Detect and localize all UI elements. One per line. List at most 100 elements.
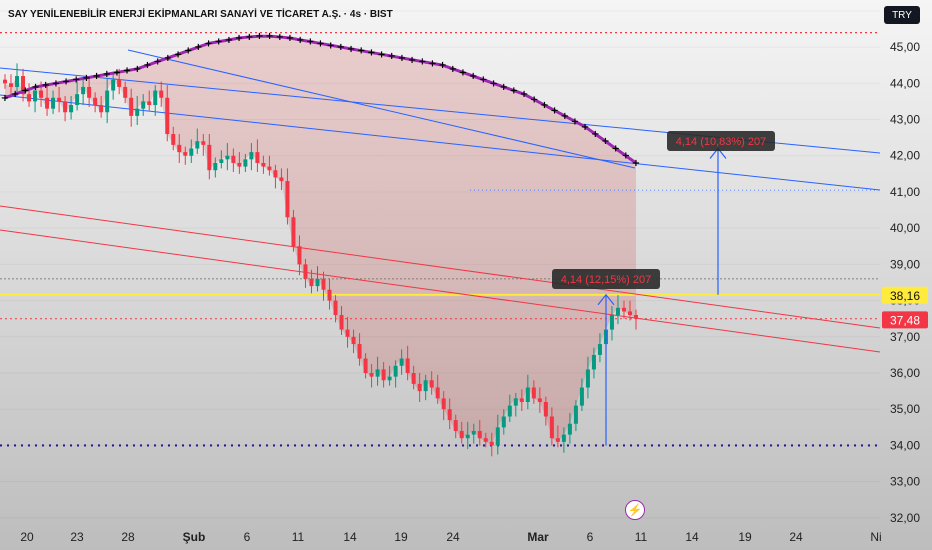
ma-marker: +	[377, 49, 385, 60]
candle	[381, 369, 386, 381]
candle	[165, 97, 170, 134]
ma-marker: +	[255, 31, 263, 42]
candle	[255, 152, 260, 163]
candle	[471, 430, 476, 435]
candle	[189, 148, 194, 156]
x-tick-label: 23	[70, 530, 84, 544]
ma-marker: +	[561, 111, 569, 122]
candle	[597, 344, 602, 355]
candle	[483, 438, 488, 442]
x-tick-label: Ni	[870, 530, 881, 544]
y-tick-label: 36,00	[890, 366, 920, 380]
blue-channel-top	[127, 49, 636, 169]
ma-marker: +	[11, 89, 19, 100]
currency-badge[interactable]: TRY	[884, 6, 920, 24]
candle	[429, 380, 434, 388]
candle	[201, 141, 206, 145]
candle	[27, 94, 32, 102]
candle	[171, 134, 176, 145]
candle	[477, 430, 482, 439]
candle	[453, 420, 458, 431]
ma-marker: +	[164, 53, 172, 64]
candle	[111, 79, 116, 91]
ma-marker: +	[489, 78, 497, 89]
y-tick-label: 42,00	[890, 149, 920, 163]
candle	[561, 434, 566, 442]
candle	[333, 300, 338, 316]
candle	[393, 365, 398, 377]
candle	[459, 430, 464, 439]
price-label: 38,16	[890, 289, 920, 303]
candle	[351, 336, 356, 345]
ma-marker: +	[265, 31, 273, 42]
y-tick-label: 35,00	[890, 402, 920, 416]
ma-marker: +	[326, 40, 334, 51]
ma-marker: +	[520, 89, 528, 100]
candle	[567, 423, 572, 435]
candle	[315, 278, 320, 287]
candle	[39, 90, 44, 98]
ma-marker: +	[499, 82, 507, 93]
ma-marker: +	[245, 32, 253, 43]
blue-channel-lower	[0, 94, 881, 191]
ma-marker: +	[153, 57, 161, 68]
candle	[417, 383, 422, 392]
candle	[519, 398, 524, 402]
candle	[531, 387, 536, 399]
chart-title: SAY YENİLENEBİLİR ENERJİ EKİPMANLARI SAN…	[8, 9, 393, 20]
candle	[591, 354, 596, 370]
ma-line	[4, 34, 637, 165]
candle	[447, 409, 452, 421]
candle	[327, 289, 332, 301]
ma-marker: +	[1, 93, 9, 104]
candle	[441, 398, 446, 410]
ma-marker: +	[438, 60, 446, 71]
candle	[357, 344, 362, 359]
x-tick-label: 24	[446, 530, 460, 544]
candle	[147, 101, 152, 106]
candle	[507, 405, 512, 417]
candle	[267, 166, 272, 171]
ma-marker: +	[510, 86, 518, 97]
ma-marker: +	[449, 64, 457, 75]
candle	[195, 141, 200, 149]
candle	[501, 416, 506, 428]
candle	[495, 427, 500, 446]
axis-layer: 46,0045,0044,0043,0042,0041,0040,0039,00…	[20, 4, 928, 544]
ma-marker: +	[550, 105, 558, 116]
candle	[99, 105, 104, 113]
candle	[543, 402, 548, 417]
ma-marker: +	[408, 55, 416, 66]
candle	[249, 152, 254, 160]
candle	[75, 94, 80, 106]
candle	[423, 380, 428, 392]
price-label-bg	[882, 311, 928, 329]
ma-marker: +	[469, 71, 477, 82]
x-tick-label: 11	[635, 530, 648, 544]
candle	[45, 97, 50, 109]
candle	[87, 86, 92, 98]
ma-marker: +	[113, 67, 121, 78]
x-tick-label: 14	[343, 530, 357, 544]
ma-marker: +	[103, 69, 111, 80]
candle	[291, 217, 296, 247]
ma-marker: +	[286, 33, 294, 44]
ma-marker: +	[225, 35, 233, 46]
red-channel-upper	[0, 205, 881, 329]
candle	[153, 90, 158, 106]
candle	[21, 76, 26, 95]
y-tick-label: 33,00	[890, 475, 920, 489]
y-tick-label: 45,00	[890, 40, 920, 54]
flash-icon[interactable]: ⚡	[625, 500, 645, 520]
ma-marker: +	[276, 32, 284, 43]
ma-fill-area	[5, 36, 636, 446]
ma-marker: +	[428, 58, 436, 69]
candle	[411, 373, 416, 384]
y-tick-label: 32,00	[890, 511, 920, 525]
ma-marker: +	[92, 71, 100, 82]
candle	[219, 159, 224, 163]
ma-marker: +	[184, 46, 192, 57]
candle	[303, 264, 308, 279]
